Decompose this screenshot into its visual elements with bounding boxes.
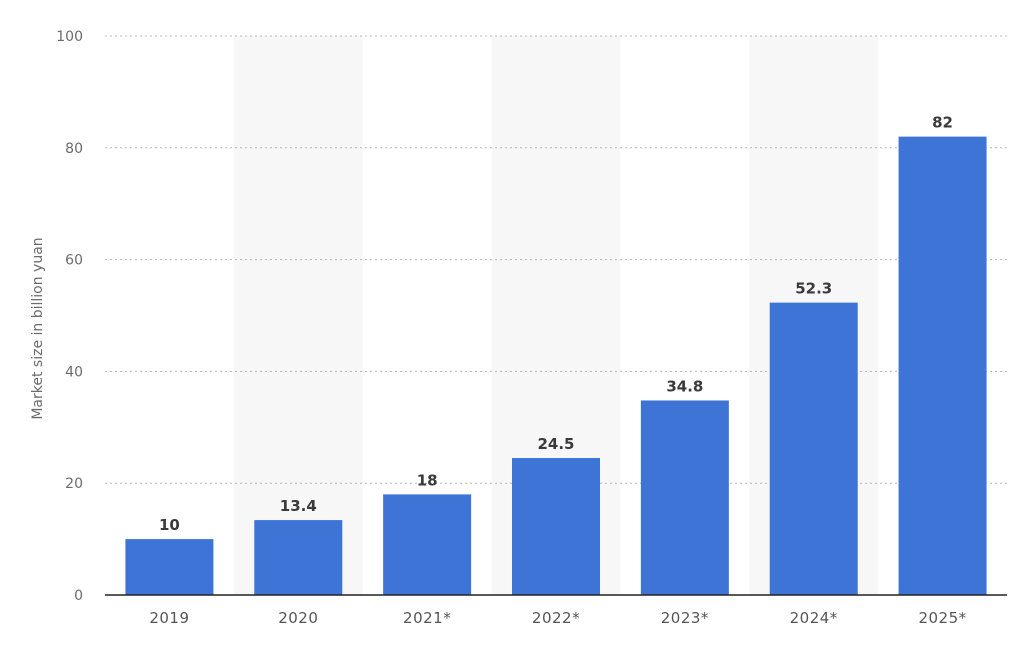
x-tick-label: 2021* [403,609,451,627]
x-tick-label: 2025* [918,609,966,627]
bar-value-label: 52.3 [795,280,832,298]
column-band [233,36,363,595]
bar[interactable] [640,400,729,595]
bar[interactable] [383,494,472,595]
bar-value-label: 18 [417,471,438,489]
y-tick-label: 20 [65,476,83,492]
bar[interactable] [769,302,858,595]
x-tick-label: 2024* [790,609,838,627]
y-tick-label: 100 [56,29,83,45]
x-tick-label: 2023* [661,609,709,627]
x-tick-label: 2020 [278,609,318,627]
bar[interactable] [512,458,600,595]
value-labels: 10 13.4 18 24.5 34.8 52.3 82 [159,114,953,534]
y-tick-label: 60 [65,253,83,269]
bars [125,136,987,595]
bar-value-label: 34.8 [666,377,703,395]
bar-value-label: 24.5 [537,435,574,453]
bar-value-label: 82 [932,114,953,132]
bar[interactable] [254,520,343,595]
y-tick-label: 80 [65,141,83,157]
bar[interactable] [898,136,987,595]
y-axis-ticks: 0 20 40 60 80 100 [56,29,83,604]
x-tick-label: 2019 [149,609,189,627]
x-axis-ticks: 2019 2020 2021* 2022* 2023* 2024* 2025* [149,609,966,627]
y-axis-title: Market size in billion yuan [30,237,46,419]
bar[interactable] [125,539,214,595]
x-tick-label: 2022* [532,609,580,627]
bar-value-label: 10 [159,516,180,534]
y-tick-label: 0 [74,588,83,604]
bar-value-label: 13.4 [280,497,317,515]
y-tick-label: 40 [65,364,83,380]
